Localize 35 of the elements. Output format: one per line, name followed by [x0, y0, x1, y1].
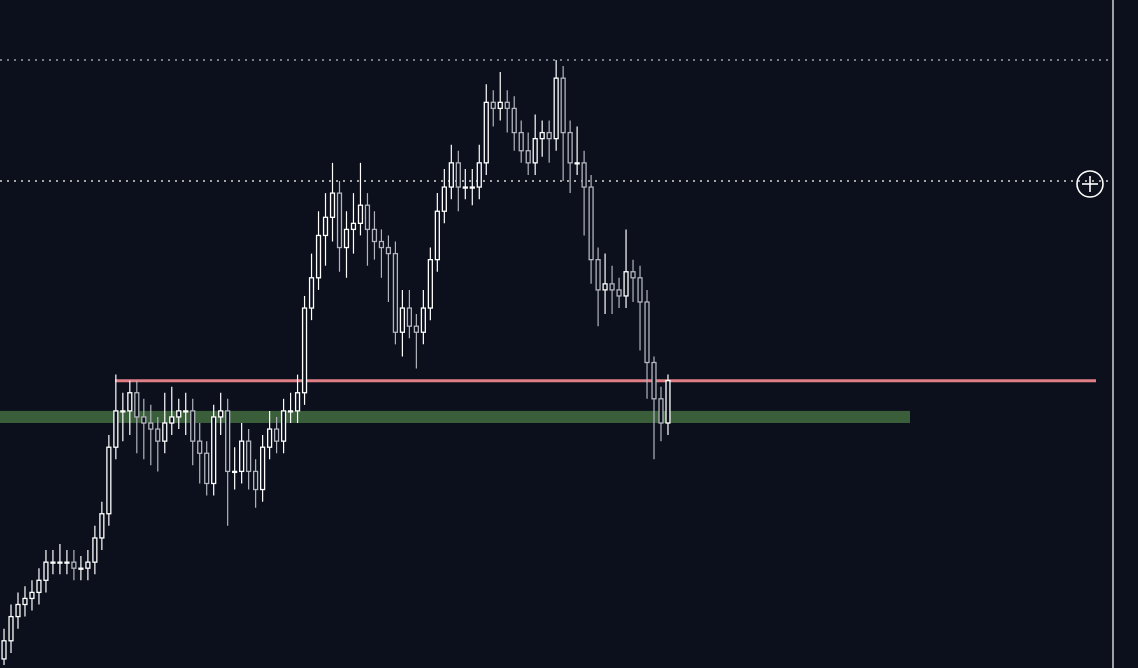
- candlestick: [504, 89, 510, 134]
- candlestick: [350, 192, 357, 255]
- candlestick: [371, 210, 378, 261]
- candlestick: [294, 374, 301, 424]
- candlestick: [127, 380, 133, 436]
- candlestick: [232, 446, 238, 491]
- candlestick: [197, 422, 203, 485]
- candlestick: [518, 119, 524, 164]
- candlestick: [322, 192, 329, 267]
- candlestick: [378, 228, 385, 279]
- candlestick: [406, 289, 413, 339]
- candlestick: [385, 234, 392, 303]
- candlestick: [413, 313, 419, 370]
- candlestick: [155, 416, 161, 472]
- candlestick: [176, 398, 182, 430]
- candlestick: [183, 392, 189, 436]
- candlestick: [253, 458, 259, 509]
- candlestick: [218, 392, 224, 436]
- candlestick: [546, 119, 552, 164]
- candlestick: [490, 89, 496, 128]
- candlestick: [287, 392, 294, 424]
- candlestick: [169, 386, 175, 436]
- candlestick: [539, 119, 545, 158]
- candlestick: [148, 404, 154, 466]
- candlestick: [141, 398, 147, 460]
- candlestick: [273, 416, 280, 454]
- candlestick: [266, 410, 273, 460]
- candlestick: [469, 168, 475, 206]
- candlestick: [162, 392, 168, 454]
- candlestick: [525, 132, 531, 176]
- candlestick: [343, 210, 350, 279]
- candlestick: [357, 162, 364, 237]
- candlestick: [462, 168, 468, 200]
- candlestick: [497, 71, 503, 122]
- candlestick: [120, 392, 126, 442]
